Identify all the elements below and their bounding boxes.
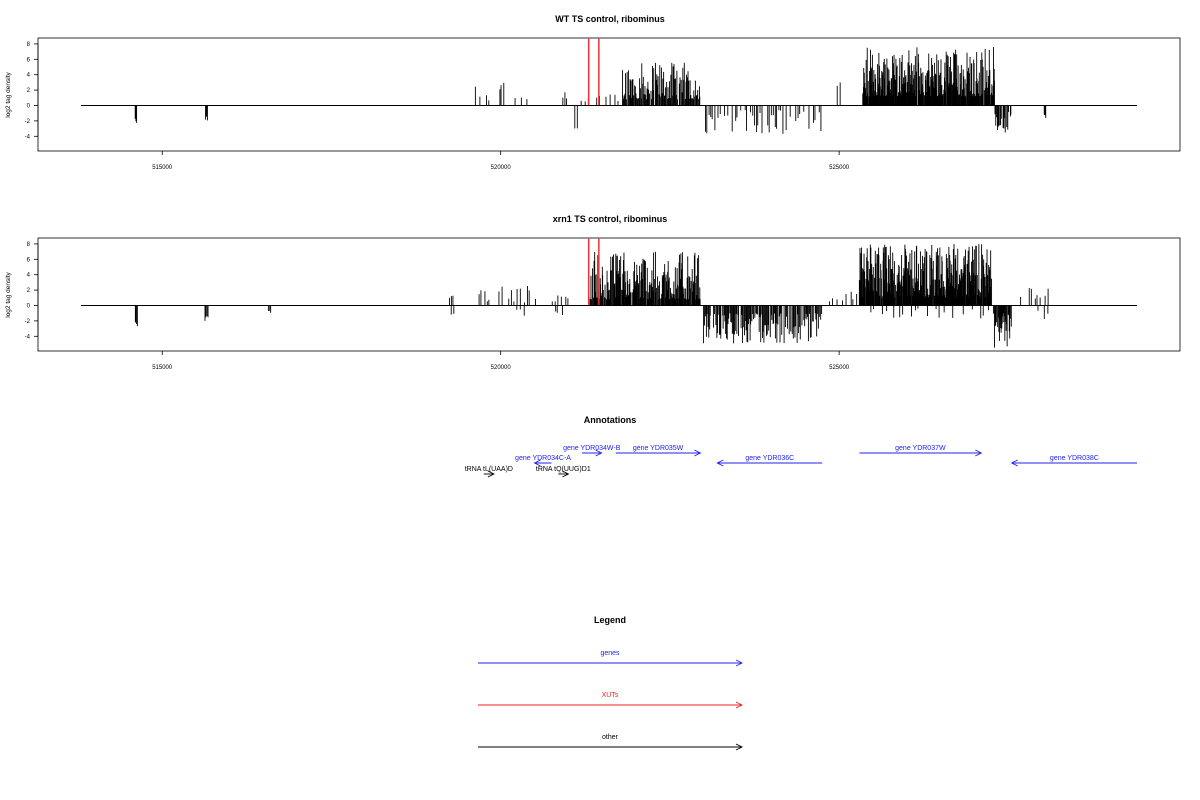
legend-panel: Legend genes XUTs other — [478, 615, 744, 751]
legend-label: other — [602, 734, 619, 741]
x-tick-label: 515000 — [152, 365, 173, 371]
feature-label: tRNA tL(UAA)D — [465, 466, 513, 473]
y-tick-label: -2 — [25, 319, 31, 325]
annotation-features: gene YDR034W-B gene YDR035W gene YDR036C ge… — [465, 445, 1137, 478]
feature-arrowhead — [562, 470, 570, 478]
feature-arrowhead — [694, 449, 702, 457]
xrn1-panel: xrn1 TS control, ribominus log2 tag dens… — [5, 214, 1181, 371]
feature-label: gene YDR034W-B — [563, 445, 621, 452]
wt-plot-frame — [37, 37, 1181, 152]
legend-arrowhead — [735, 743, 744, 751]
x-tick-label: 520000 — [491, 165, 512, 171]
legend-items: genes XUTs other — [478, 650, 744, 751]
legend-title: Legend — [594, 615, 626, 625]
y-tick-label: 0 — [27, 304, 31, 310]
y-tick-label: -4 — [25, 334, 31, 340]
feature-label: gene YDR035W — [633, 445, 684, 452]
y-tick-label: 0 — [27, 104, 31, 110]
x-tick-label: 525000 — [829, 365, 850, 371]
wt-panel: WT TS control, ribominus log2 tag densit… — [5, 14, 1181, 171]
feature-arrowhead — [1010, 459, 1018, 467]
legend-arrowhead — [735, 659, 744, 667]
feature-arrowhead — [487, 470, 495, 478]
feature-arrowhead — [975, 449, 983, 457]
y-tick-label: 6 — [27, 57, 31, 63]
feature-label: gene YDR037W — [895, 445, 946, 452]
xrn1-bars — [134, 244, 1049, 348]
y-tick-label: 4 — [27, 73, 31, 79]
feature-arrowhead — [595, 449, 603, 457]
feature-label: gene YDR038C — [1050, 455, 1099, 462]
legend-label: genes — [600, 650, 620, 657]
annotations-title: Annotations — [584, 415, 637, 425]
x-tick-label: 525000 — [829, 165, 850, 171]
x-tick-label: 515000 — [152, 165, 173, 171]
wt-markers — [587, 38, 600, 106]
wt-panel-title: WT TS control, ribominus — [555, 14, 665, 24]
wt-y-axis-label: log2 tag density — [5, 71, 12, 117]
legend-label: XUTs — [602, 692, 619, 699]
annotations-panel: Annotations gene YDR034W-B gene YDR035Wge… — [465, 415, 1137, 478]
feature-label: gene YDR034C-A — [515, 455, 571, 462]
y-tick-label: 4 — [27, 273, 31, 279]
wt-bars — [134, 47, 1047, 134]
feature-label: gene YDR036C — [745, 455, 794, 462]
y-tick-label: 8 — [27, 42, 31, 48]
xrn1-panel-title: xrn1 TS control, ribominus — [553, 214, 668, 224]
y-tick-label: 6 — [27, 257, 31, 263]
x-tick-label: 520000 — [491, 365, 512, 371]
feature-arrowhead — [716, 459, 724, 467]
y-tick-label: 8 — [27, 242, 31, 248]
wt-axes: -4 -2 0 2 4 6 8 515000 520000 525000 — [25, 42, 1137, 171]
xrn1-markers — [587, 238, 600, 306]
y-tick-label: -2 — [25, 119, 31, 125]
y-tick-label: 2 — [27, 88, 31, 94]
feature-arrowhead — [533, 459, 541, 467]
y-tick-label: 2 — [27, 288, 31, 294]
y-tick-label: -4 — [25, 134, 31, 140]
feature-label: tRNA tQ(UUG)D1 — [536, 466, 591, 473]
xrn1-axes: -4 -2 0 2 4 6 8 515000 520000 525000 — [25, 242, 1137, 371]
xrn1-y-axis-label: log2 tag density — [5, 271, 12, 317]
legend-arrowhead — [735, 701, 744, 709]
